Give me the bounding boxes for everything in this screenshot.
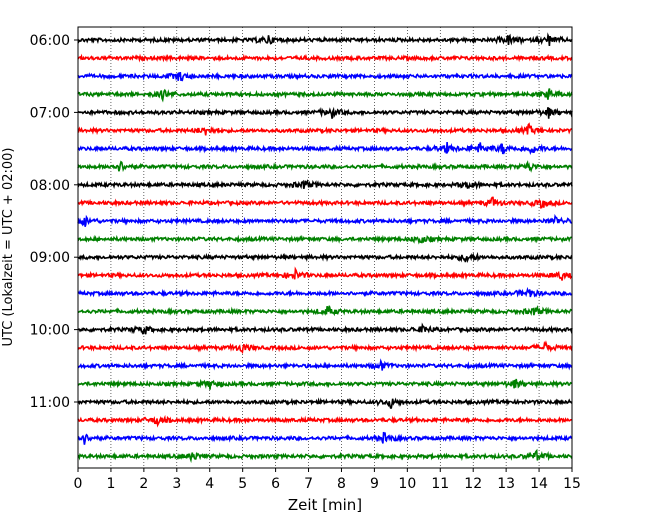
- trace-0930: [77, 286, 573, 298]
- x-tick-label-11: 11: [431, 476, 449, 492]
- x-tick-label-15: 15: [563, 476, 581, 492]
- trace-0915: [77, 266, 573, 281]
- x-tick-label-7: 7: [304, 476, 313, 492]
- trace-0700: [77, 106, 573, 119]
- trace-0945: [77, 305, 573, 317]
- x-tick-label-4: 4: [205, 476, 214, 492]
- trace-0745: [77, 160, 573, 173]
- x-axis-label: Zeit [min]: [288, 496, 362, 514]
- y-tick-label-3: 09:00: [30, 250, 70, 266]
- x-tick-label-1: 1: [106, 476, 115, 492]
- plot-frame: [77, 26, 573, 469]
- x-tick-label-9: 9: [370, 476, 379, 492]
- trace-0900: [77, 251, 573, 264]
- trace-0630: [77, 71, 573, 82]
- trace-layer: [77, 32, 573, 464]
- plot-background: [78, 27, 572, 468]
- trace-0615: [77, 53, 573, 63]
- x-tick-label-8: 8: [337, 476, 346, 492]
- trace-1045: [77, 378, 573, 390]
- trace-1015: [77, 340, 573, 355]
- y-tick-label-1: 07:00: [30, 105, 70, 121]
- y-axis-ticks: 06:00 07:00 08:00 09:00 10:00 11:00: [30, 33, 78, 411]
- trace-1100: [77, 397, 573, 409]
- trace-1145: [77, 448, 573, 464]
- trace-1000: [77, 322, 573, 335]
- y-tick-label-2: 08:00: [30, 178, 70, 194]
- trace-0830: [77, 213, 573, 227]
- x-tick-label-14: 14: [530, 476, 548, 492]
- trace-0600: [77, 32, 573, 46]
- trace-0815: [77, 196, 573, 209]
- y-tick-label-0: 06:00: [30, 33, 70, 49]
- x-tick-label-12: 12: [464, 476, 482, 492]
- trace-1115: [77, 414, 573, 428]
- x-tick-label-3: 3: [172, 476, 181, 492]
- trace-1130: [77, 431, 573, 445]
- y-tick-label-5: 11:00: [30, 395, 70, 411]
- trace-0715: [77, 122, 573, 136]
- y-tick-label-4: 10:00: [30, 323, 70, 339]
- x-tick-label-6: 6: [271, 476, 280, 492]
- x-axis-ticks: 0 1 2 3 4 5 6 7 8 9 10 11 12 13 14 15: [74, 468, 581, 492]
- trace-0800: [77, 179, 573, 191]
- x-tick-label-0: 0: [74, 476, 83, 492]
- x-tick-label-13: 13: [497, 476, 515, 492]
- trace-0845: [77, 234, 573, 245]
- x-tick-label-2: 2: [139, 476, 148, 492]
- x-tick-label-5: 5: [238, 476, 247, 492]
- trace-0645: [77, 88, 573, 103]
- trace-1030: [77, 358, 573, 371]
- y-axis-label: UTC (Lokalzeit = UTC + 02:00): [1, 148, 16, 347]
- trace-0730: [77, 141, 573, 156]
- x-tick-label-10: 10: [398, 476, 416, 492]
